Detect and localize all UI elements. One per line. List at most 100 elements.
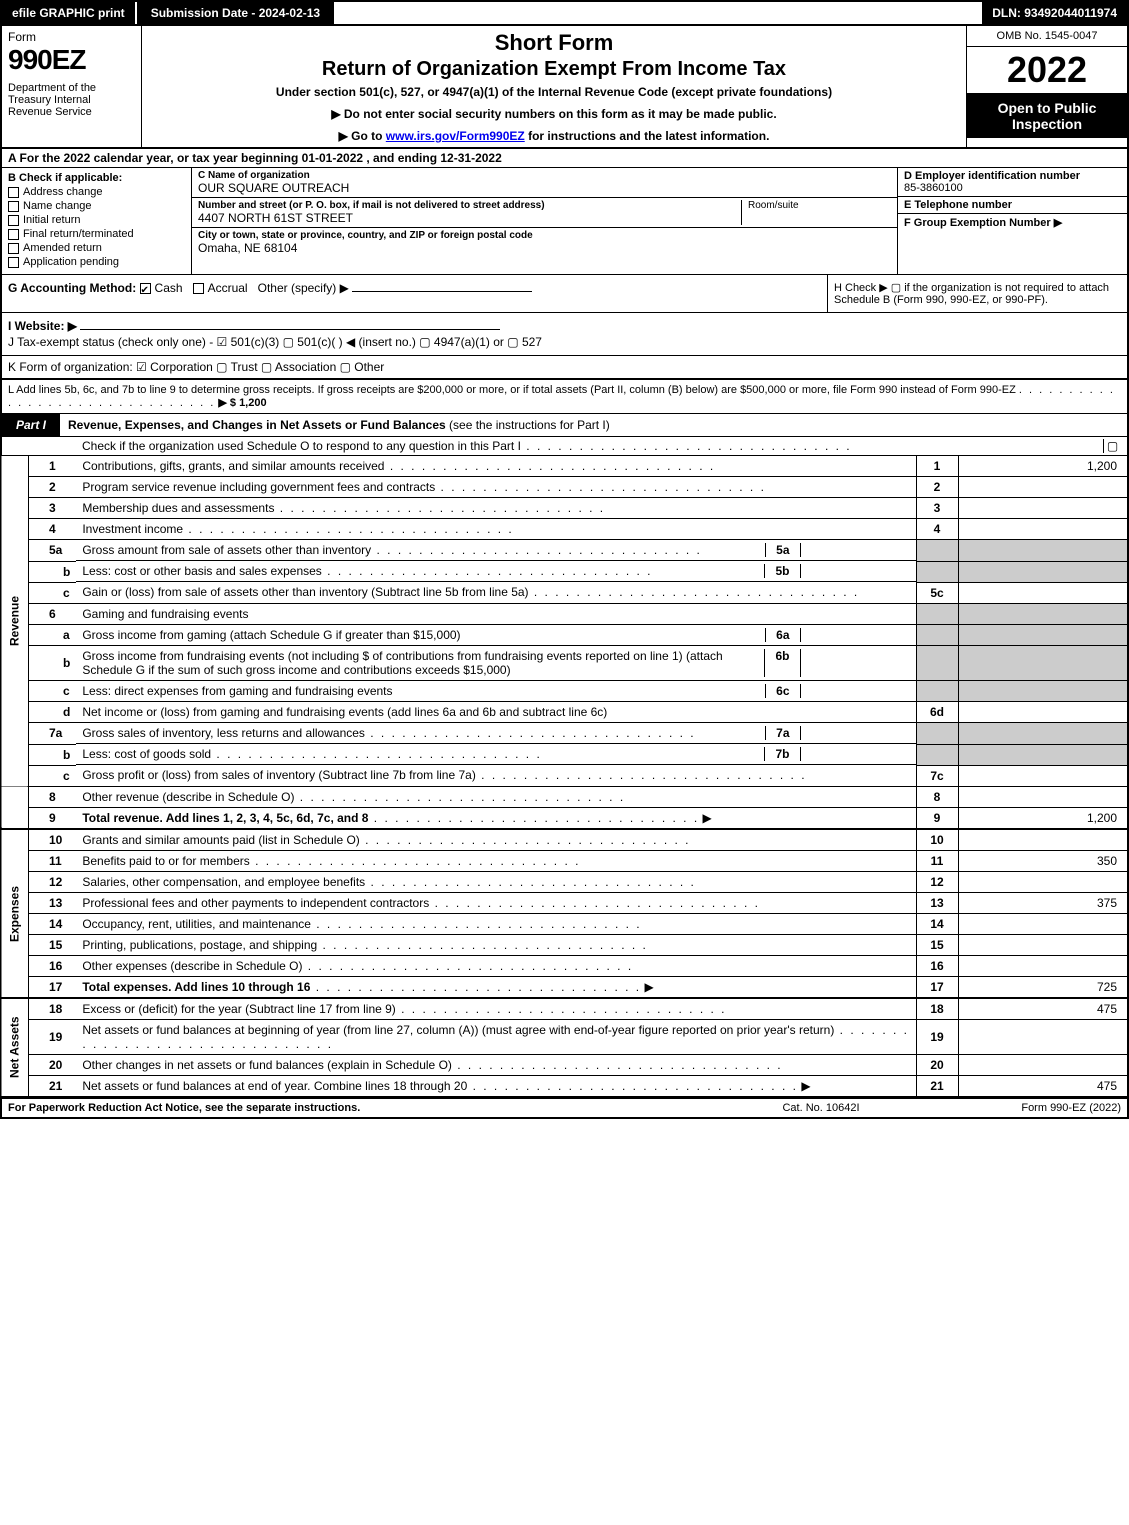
line-11-desc: Benefits paid to or for members (82, 854, 249, 868)
tax-exempt-status: J Tax-exempt status (check only one) - ☑… (8, 335, 1121, 349)
line-6-rlab (916, 603, 958, 624)
chk-amended-return[interactable]: Amended return (8, 242, 185, 254)
line-5b-inlab: 5b (764, 564, 799, 578)
chk-final-return-label: Final return/terminated (23, 228, 134, 240)
phone-label: E Telephone number (904, 199, 1121, 211)
line-16-val (958, 955, 1128, 976)
line-21-desc: Net assets or fund balances at end of ye… (82, 1079, 467, 1093)
chk-address-change[interactable]: Address change (8, 186, 185, 198)
schedo-dots (521, 439, 852, 453)
line-20-desc: Other changes in net assets or fund bala… (82, 1058, 452, 1072)
line-6b-desc: Gross income from fundraising events (no… (82, 649, 722, 677)
line-7a-inlab: 7a (765, 726, 799, 740)
line-19-rlab: 19 (916, 1019, 958, 1054)
section-h: H Check ▶ ▢ if the organization is not r… (827, 275, 1127, 312)
header-center: Short Form Return of Organization Exempt… (142, 26, 967, 147)
chk-initial-return[interactable]: Initial return (8, 214, 185, 226)
line-20-val (958, 1054, 1128, 1075)
line-5a-inval[interactable] (800, 543, 910, 557)
goto-post: for instructions and the latest informat… (525, 129, 770, 143)
top-bar: efile GRAPHIC print Submission Date - 20… (0, 0, 1129, 26)
line-12-val (958, 871, 1128, 892)
line-10-rlab: 10 (916, 829, 958, 851)
side-netassets: Net Assets (1, 998, 29, 1097)
line-6b-rlab (916, 646, 958, 681)
line-7c-rlab: 7c (916, 765, 958, 786)
website-input[interactable] (80, 329, 500, 330)
line-6a-desc: Gross income from gaming (attach Schedul… (82, 628, 460, 642)
line-6a-rval (958, 624, 1128, 646)
section-a: A For the 2022 calendar year, or tax yea… (0, 149, 1129, 168)
schedo-checkbox[interactable]: ▢ (1103, 439, 1121, 453)
l-amount: ▶ $ 1,200 (218, 397, 266, 409)
chk-cash[interactable] (140, 283, 151, 294)
line-14-rlab: 14 (916, 913, 958, 934)
line-18-num: 18 (29, 998, 77, 1020)
line-17-num: 17 (29, 976, 77, 998)
title-short-form: Short Form (150, 30, 958, 56)
part-i-title: Revenue, Expenses, and Changes in Net As… (60, 414, 1127, 436)
ssn-warning: ▶ Do not enter social security numbers o… (150, 107, 958, 121)
line-2-desc: Program service revenue including govern… (82, 480, 435, 494)
line-17-desc: Total expenses. Add lines 10 through 16 (82, 980, 310, 994)
line-7a-inval[interactable] (800, 726, 910, 740)
line-12-rlab: 12 (916, 871, 958, 892)
part-i-title-light: (see the instructions for Part I) (446, 418, 610, 432)
title-return: Return of Organization Exempt From Incom… (150, 58, 958, 81)
dln-label: DLN: 93492044011974 (982, 2, 1127, 24)
line-6b-inval[interactable] (800, 649, 910, 677)
line-17-val: 725 (958, 976, 1128, 998)
form-number: 990EZ (8, 44, 135, 76)
line-6a-rlab (916, 624, 958, 646)
chk-accrual[interactable] (193, 283, 204, 294)
chk-name-change[interactable]: Name change (8, 200, 185, 212)
line-16-rlab: 16 (916, 955, 958, 976)
open-to-public: Open to Public Inspection (967, 93, 1127, 138)
irs-link[interactable]: www.irs.gov/Form990EZ (386, 129, 525, 143)
line-3-val (958, 498, 1128, 519)
chk-final-return[interactable]: Final return/terminated (8, 228, 185, 240)
row-ij: I Website: ▶ J Tax-exempt status (check … (0, 313, 1129, 356)
revenue-table: Revenue 1Contributions, gifts, grants, a… (0, 456, 1129, 1098)
line-5b-inval[interactable] (800, 564, 910, 578)
line-7b-inval[interactable] (800, 747, 910, 761)
line-6a-num: a (29, 624, 77, 646)
efile-print-button[interactable]: efile GRAPHIC print (2, 2, 137, 24)
footer-center: Cat. No. 10642I (721, 1102, 921, 1114)
chk-application-pending[interactable]: Application pending (8, 256, 185, 268)
line-6-num: 6 (29, 603, 77, 624)
line-6-desc: Gaming and fundraising events (76, 603, 916, 624)
line-21-num: 21 (29, 1075, 77, 1097)
line-7c-desc: Gross profit or (loss) from sales of inv… (82, 768, 475, 782)
section-l: L Add lines 5b, 6c, and 7b to line 9 to … (0, 380, 1129, 414)
line-6c-rlab (916, 681, 958, 702)
org-name: OUR SQUARE OUTREACH (198, 181, 891, 195)
page-footer: For Paperwork Reduction Act Notice, see … (0, 1098, 1129, 1119)
line-6d-val (958, 702, 1128, 723)
line-9-val: 1,200 (958, 807, 1128, 829)
room-label: Room/suite (741, 200, 891, 225)
line-12-num: 12 (29, 871, 77, 892)
goto-link-line: ▶ Go to www.irs.gov/Form990EZ for instru… (150, 129, 958, 143)
line-15-rlab: 15 (916, 934, 958, 955)
line-6c-inval[interactable] (800, 684, 910, 698)
line-4-val (958, 519, 1128, 540)
chk-cash-label: Cash (155, 281, 183, 295)
footer-right: Form 990-EZ (2022) (921, 1102, 1121, 1114)
department-label: Department of the Treasury Internal Reve… (8, 82, 135, 118)
schedule-o-check-row: Check if the organization used Schedule … (0, 437, 1129, 456)
line-6b-rval (958, 646, 1128, 681)
line-9-desc: Total revenue. Add lines 1, 2, 3, 4, 5c,… (82, 811, 368, 825)
line-19-desc: Net assets or fund balances at beginning… (82, 1023, 834, 1037)
city-label: City or town, state or province, country… (198, 230, 891, 241)
line-6c-inlab: 6c (765, 684, 799, 698)
line-12-desc: Salaries, other compensation, and employ… (82, 875, 365, 889)
line-3-num: 3 (29, 498, 77, 519)
ein-value: 85-3860100 (904, 182, 1121, 194)
g-other-input[interactable] (352, 291, 532, 292)
line-6d-rlab: 6d (916, 702, 958, 723)
line-18-val: 475 (958, 998, 1128, 1020)
line-6a-inval[interactable] (800, 628, 910, 642)
section-def: D Employer identification number85-38601… (897, 168, 1127, 274)
line-7c-val (958, 765, 1128, 786)
